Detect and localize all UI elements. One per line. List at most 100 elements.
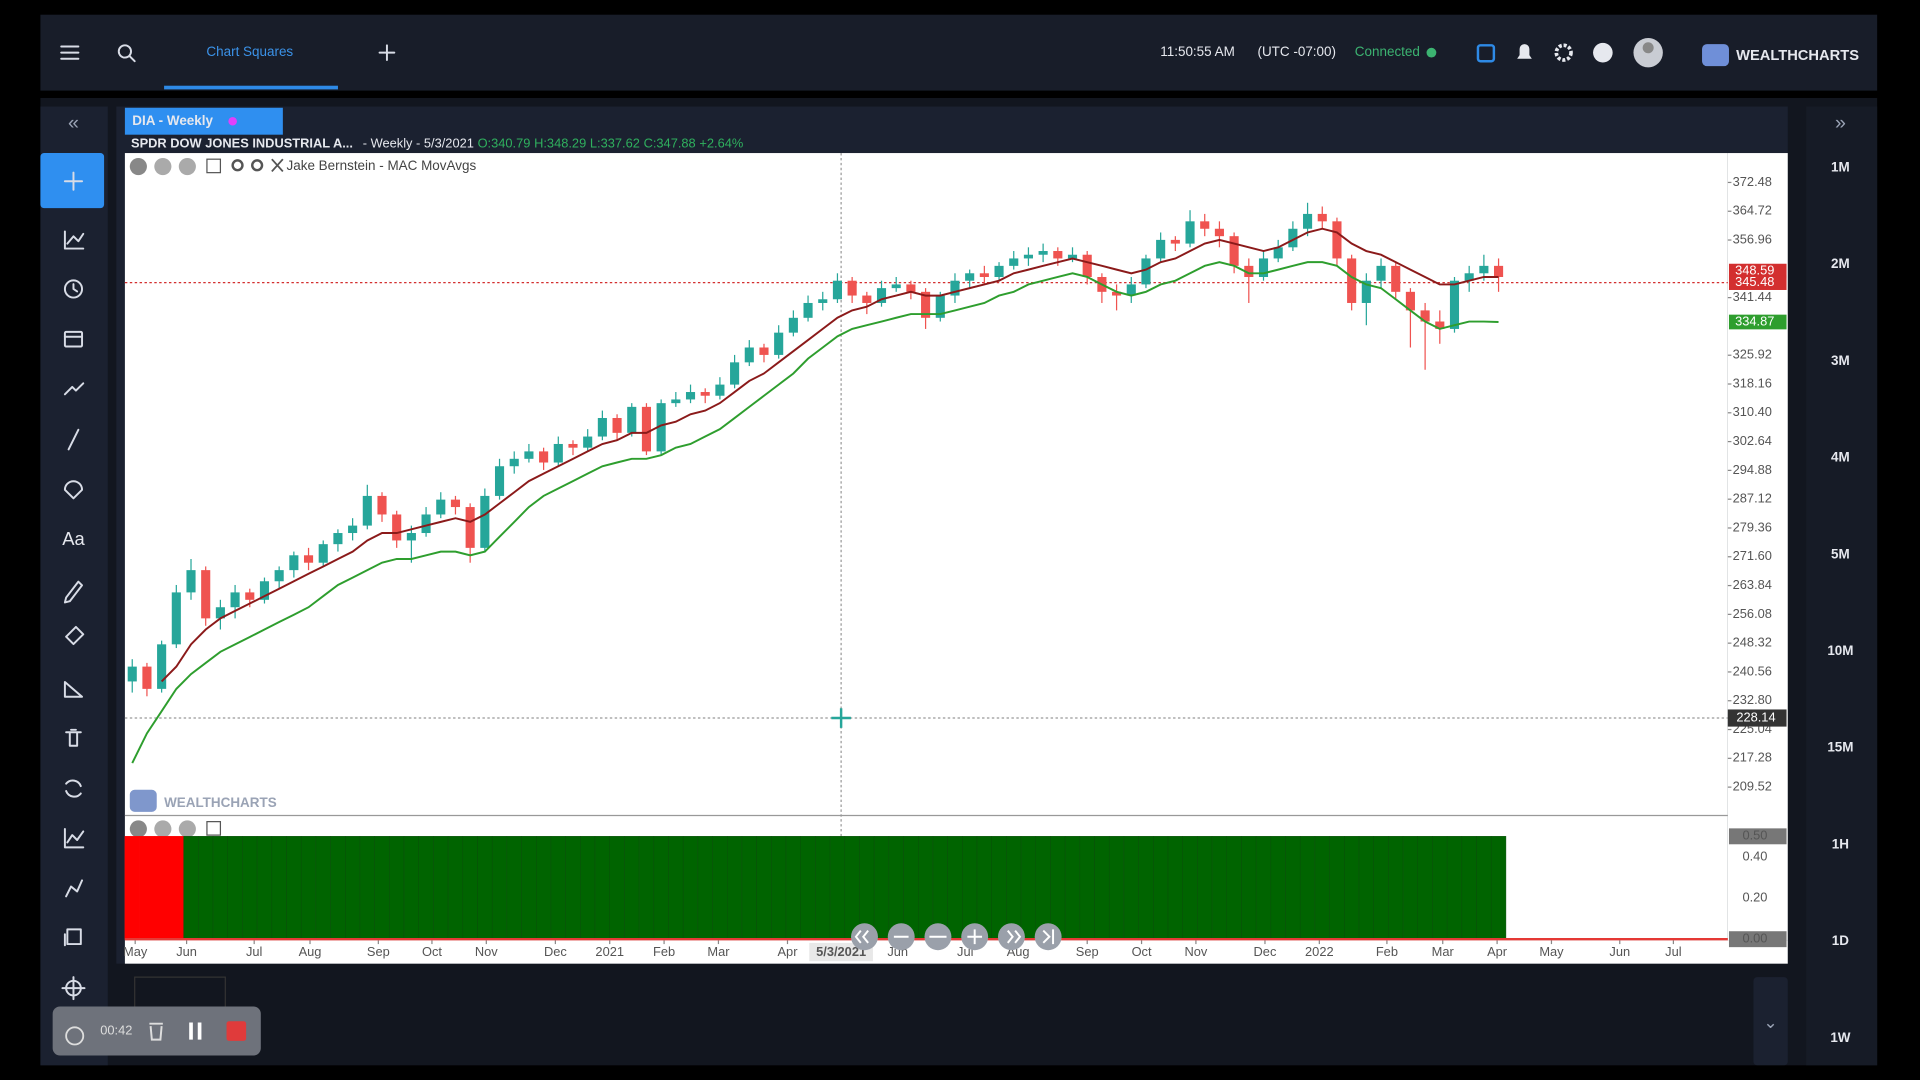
x-tick-label: Apr [777, 944, 798, 959]
candle-body [392, 514, 402, 541]
timeframe-button[interactable]: 1D [1832, 933, 1849, 948]
recorder-icon[interactable] [65, 1026, 85, 1046]
candle-body [1214, 228, 1224, 237]
indicator-name: Jake Bernstein - MAC MovAvgs [287, 158, 477, 173]
chart-controls[interactable] [129, 157, 284, 838]
indicator-bar [1153, 836, 1169, 940]
moving-average [131, 261, 1499, 764]
chart-tab[interactable] [124, 107, 283, 135]
y-tick-label: 356.96 [1733, 231, 1772, 246]
indicator-bar [653, 836, 669, 940]
indicator-bar [227, 836, 243, 940]
candle-body [671, 399, 681, 404]
recorder-delete[interactable] [149, 1022, 163, 1041]
candle-body [583, 436, 593, 448]
timeframe-button[interactable]: 2M [1831, 256, 1850, 271]
x-tick-label: Apr [1487, 944, 1508, 959]
indicator-bar [1226, 836, 1242, 940]
indicator-bar [521, 836, 537, 940]
candle-body [1170, 239, 1180, 244]
candle-body [832, 280, 842, 300]
indicator-bar [1108, 836, 1125, 940]
x-tick-label: Feb [1376, 944, 1398, 959]
candle-body [1273, 247, 1283, 259]
candle-body [994, 265, 1004, 277]
timeframe-button[interactable]: 1H [1832, 836, 1849, 851]
timeframe-button[interactable]: 1W [1830, 1030, 1850, 1045]
candle-body [788, 317, 798, 333]
x-tick-label: Oct [1132, 944, 1152, 959]
timeframe-button[interactable]: 3M [1831, 353, 1850, 368]
help-button[interactable] [1593, 42, 1613, 63]
y-tick-label: 217.28 [1733, 750, 1772, 765]
candle-body [597, 417, 607, 437]
menu-button[interactable] [60, 45, 80, 60]
candle-body [847, 280, 857, 296]
ohlc-field: +2.64% [699, 136, 743, 151]
indicator-bar [668, 836, 684, 940]
indicator-bar [844, 836, 860, 940]
candle-body [715, 384, 725, 396]
save-button[interactable] [1476, 44, 1496, 63]
indicator-bar [330, 836, 346, 940]
candle-body [730, 362, 740, 385]
status-dot [1426, 47, 1437, 58]
expand-button[interactable] [1753, 977, 1788, 1066]
x-tick-label: Nov [1184, 944, 1207, 959]
candle-body [553, 443, 563, 463]
timeframe-button[interactable]: 15M [1827, 740, 1853, 755]
chart-tab-dot [228, 116, 237, 126]
search-button[interactable] [117, 44, 136, 63]
indicator-bar [433, 836, 449, 940]
nav-buttons[interactable] [851, 923, 1062, 951]
indicator-bar [447, 836, 464, 940]
y-tick-label: 240.56 [1733, 663, 1772, 678]
tool-icons[interactable] [61, 230, 86, 1001]
indicator-bar [800, 836, 816, 940]
x-tick-label: Jul [246, 944, 262, 959]
timeframe-button[interactable]: 1M [1831, 159, 1850, 174]
candle-body [979, 273, 989, 277]
expand-icon: ⌄ [1763, 1012, 1777, 1032]
new-icon [63, 171, 84, 191]
text-tool[interactable]: Aa [62, 528, 85, 549]
alerts-button[interactable] [1517, 44, 1532, 59]
recorder-pause[interactable] [189, 1022, 202, 1040]
candle-body [774, 332, 784, 355]
tab-label[interactable]: Chart Squares [206, 44, 293, 59]
indicator-bar [594, 836, 610, 940]
timeframe-button[interactable]: 10M [1827, 643, 1853, 658]
settings-button[interactable] [1554, 43, 1573, 62]
indicator-bar [536, 836, 552, 940]
x-tick-label: Mar [707, 944, 730, 959]
y-tick-label: 310.40 [1733, 404, 1772, 419]
indicator-bar [286, 836, 302, 940]
indicator-bar [345, 836, 361, 940]
indicator-bar [418, 836, 434, 940]
add-tab-button[interactable] [378, 44, 396, 61]
indicator-bar [580, 836, 596, 940]
collapse-left[interactable]: « [68, 112, 79, 134]
indicator-bar [918, 836, 934, 940]
indicator-bar [1285, 836, 1301, 940]
collapse-right[interactable]: » [1835, 112, 1846, 134]
indicator-bar [976, 836, 992, 940]
interval-date: - Weekly - 5/3/2021 [363, 136, 474, 151]
indicator-bar [1329, 836, 1345, 940]
timeframe-button[interactable]: 5M [1831, 546, 1850, 561]
symbol-name: SPDR DOW JONES INDUSTRIAL A... [131, 136, 353, 151]
clock: 11:50:55 AM [1160, 44, 1235, 59]
candle-body [318, 544, 328, 563]
recorder-stop[interactable] [226, 1021, 247, 1041]
brand-name: WEALTHCHARTS [1736, 48, 1859, 64]
candle-body [759, 347, 769, 355]
indicator-bar [1446, 836, 1463, 940]
timeframe-button[interactable]: 4M [1831, 450, 1850, 465]
candle-body [1053, 251, 1063, 259]
indicator-bar [565, 836, 581, 940]
y-tick-label: 263.84 [1733, 577, 1772, 592]
y-tick-box [1728, 828, 1787, 845]
recorder [52, 1006, 261, 1056]
timezone[interactable]: (UTC -07:00) [1257, 44, 1335, 59]
indicator-bar [741, 836, 757, 940]
